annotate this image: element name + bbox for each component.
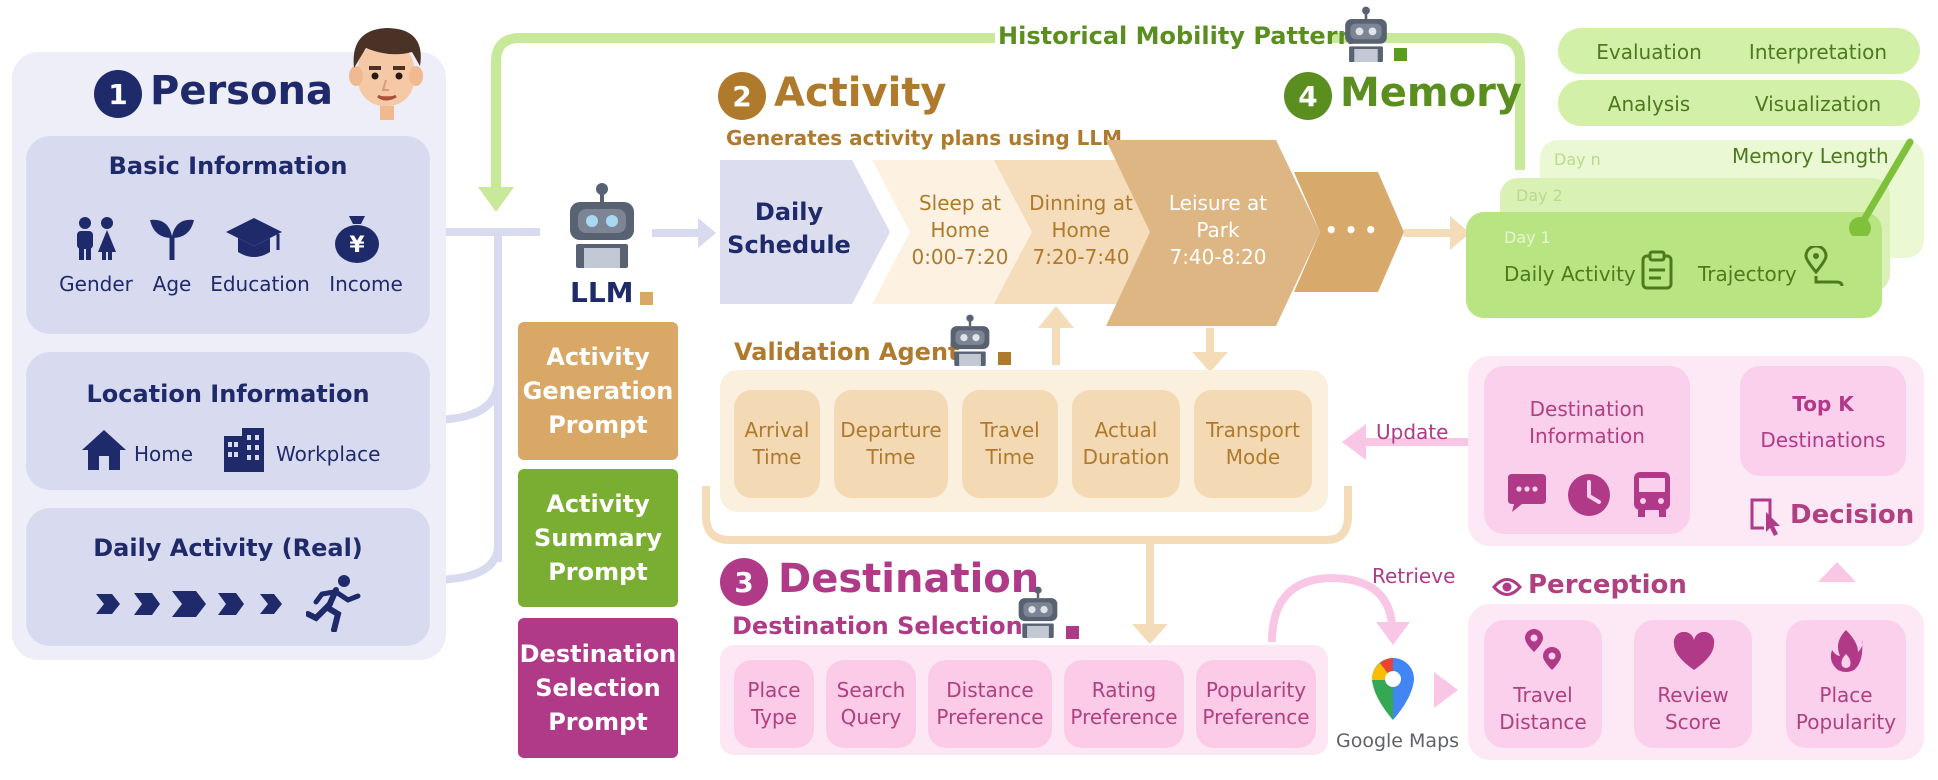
day1-trajectory-label: Trajectory	[1698, 262, 1797, 286]
destination-selection-prompt: Destination Selection Prompt	[518, 618, 678, 758]
activity-step-leisure: Leisure at Park 7:40-8:20	[1168, 191, 1268, 269]
validation-agent-title: Validation Agent	[734, 338, 960, 366]
llm-square-marker	[640, 292, 653, 305]
memory-pill-row-2	[1558, 80, 1920, 126]
memory-pill-row-1	[1558, 28, 1920, 74]
memory-length-slider[interactable]	[1846, 136, 1916, 236]
travel-distance-label: Travel Distance	[1499, 683, 1587, 734]
workplace-label: Workplace	[276, 442, 381, 466]
activity-number-badge: 2	[718, 72, 766, 120]
eye-icon	[1492, 578, 1522, 596]
daily-activity-real-card	[26, 508, 430, 646]
day1-daily-activity-label: Daily Activity	[1504, 262, 1636, 286]
destination-title: Destination	[778, 556, 1040, 602]
gender-label: Gender	[59, 272, 133, 296]
daily-schedule-label: Daily Schedule	[727, 198, 851, 259]
running-person-icon	[306, 575, 361, 632]
home-label: Home	[134, 442, 194, 466]
llm-robot-icon	[570, 183, 634, 268]
activity-summary-prompt: Activity Summary Prompt	[518, 469, 678, 607]
persona-number-badge: 1	[94, 70, 142, 118]
basic-information-title: Basic Information	[108, 152, 348, 180]
review-score-label: Review Score	[1657, 683, 1729, 734]
google-maps-label: Google Maps	[1336, 730, 1460, 752]
memory-robot-icon	[1345, 6, 1387, 62]
top-k-label: Top K	[1792, 392, 1854, 416]
destination-robot-icon	[1018, 586, 1058, 638]
memory-day-1-card	[1466, 212, 1882, 318]
activity-title: Activity	[774, 70, 947, 116]
distance-pins-icon	[1525, 629, 1561, 670]
retrieve-label: Retrieve	[1372, 564, 1456, 588]
analysis-label: Analysis	[1607, 92, 1691, 116]
memory-title: Memory	[1340, 70, 1522, 116]
dest-rating-preference: Rating Preference	[1064, 660, 1184, 748]
dest-place-type: Place Type	[734, 660, 814, 748]
persona-face-icon	[349, 28, 423, 120]
fire-icon	[1830, 630, 1863, 672]
activity-sequence-chevrons-icon	[96, 591, 282, 617]
activity-subtitle: Generates activity plans using LLM	[726, 126, 1123, 150]
validation-actual-duration: Actual Duration	[1072, 390, 1180, 498]
home-icon	[82, 430, 126, 470]
activity-generation-prompt: Activity Generation Prompt	[518, 322, 678, 460]
update-label: Update	[1376, 420, 1449, 444]
decision-title: Decision	[1790, 500, 1915, 530]
day-1-label: Day 1	[1504, 228, 1551, 247]
cursor-click-icon	[1750, 498, 1780, 536]
location-information-title: Location Information	[86, 380, 370, 408]
memory-number-badge: 4	[1284, 72, 1332, 120]
bus-icon	[1634, 472, 1670, 517]
comment-icon	[1508, 474, 1546, 512]
historical-mobility-pattern-label: Historical Mobility Pattern	[998, 22, 1355, 50]
gender-icon	[77, 217, 116, 260]
svg-text:¥: ¥	[349, 233, 365, 258]
activity-step-dinning: Dinning at Home 7:20-7:40	[1029, 191, 1133, 269]
destination-number-badge: 3	[720, 558, 768, 606]
education-cap-icon	[226, 218, 282, 257]
dest-distance-preference: Distance Preference	[928, 660, 1052, 748]
income-label: Income	[329, 272, 403, 296]
validation-departure-time: Departure Time	[834, 390, 948, 498]
activity-more-ellipsis: • • •	[1324, 218, 1378, 242]
validation-transport-mode: Transport Mode	[1194, 390, 1312, 498]
income-money-bag-icon: ¥	[335, 216, 379, 263]
trajectory-route-icon	[1804, 246, 1844, 287]
clipboard-icon	[1641, 250, 1673, 290]
persona-title: Persona	[150, 68, 333, 114]
dest-search-query: Search Query	[826, 660, 916, 748]
google-maps-pin-icon	[1371, 658, 1415, 720]
dest-popularity-preference: Popularity Preference	[1196, 660, 1316, 748]
activity-chevron-flow	[720, 140, 1404, 326]
destination-information-label: Destination Information	[1529, 397, 1645, 448]
validation-arrival-time: Arrival Time	[734, 390, 820, 498]
daily-activity-real-title: Daily Activity (Real)	[93, 534, 363, 562]
llm-label: LLM	[570, 276, 634, 309]
memory-square-marker	[1394, 48, 1407, 61]
place-popularity-label: Place Popularity	[1795, 683, 1897, 734]
top-k-destinations-card	[1740, 366, 1906, 476]
validation-travel-time: Travel Time	[962, 390, 1058, 498]
evaluation-label: Evaluation	[1596, 40, 1702, 64]
destination-subtitle: Destination Selection	[732, 612, 1023, 640]
perception-title: Perception	[1528, 570, 1687, 600]
age-sprout-icon	[150, 219, 194, 260]
workplace-building-icon	[224, 428, 264, 472]
destinations-label: Destinations	[1760, 428, 1886, 452]
visualization-label: Visualization	[1754, 92, 1882, 116]
validation-robot-icon	[950, 314, 990, 366]
activity-step-sleep: Sleep at Home 0:00-7:20	[911, 191, 1009, 269]
age-label: Age	[152, 272, 192, 296]
travel-distance-card	[1484, 620, 1602, 748]
clock-icon	[1568, 474, 1610, 516]
day-2-label: Day 2	[1516, 186, 1563, 205]
validation-square-marker	[998, 352, 1011, 365]
interpretation-label: Interpretation	[1748, 40, 1888, 64]
memory-length-label: Memory Length	[1732, 144, 1889, 168]
education-label: Education	[210, 272, 310, 296]
day-n-label: Day n	[1554, 150, 1601, 169]
heart-icon	[1673, 632, 1715, 670]
destination-square-marker	[1066, 626, 1079, 639]
